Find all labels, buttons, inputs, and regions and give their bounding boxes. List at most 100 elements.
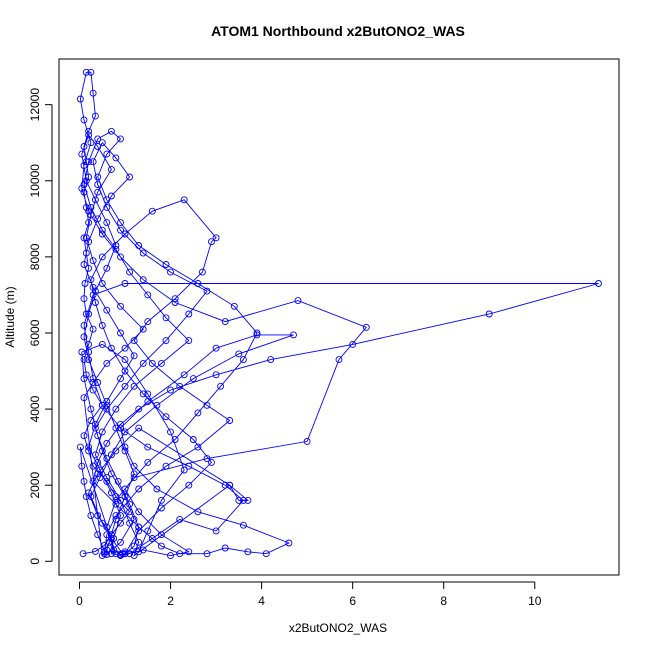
y-tick-label: 4000 (28, 395, 42, 422)
data-point (167, 552, 174, 560)
data-point (107, 470, 115, 478)
data-point (81, 280, 89, 287)
data-point (103, 219, 111, 227)
data-point (176, 382, 184, 390)
data-point (595, 280, 602, 287)
data-point (117, 226, 124, 234)
data-point (80, 261, 88, 268)
data-point (80, 394, 88, 402)
data-point (121, 230, 129, 238)
data-point (117, 552, 124, 560)
data-point (485, 310, 493, 318)
data-point (121, 548, 129, 556)
data-point (135, 405, 143, 413)
data-point (89, 375, 97, 383)
data-point (117, 512, 124, 520)
data-point (144, 390, 152, 398)
x-tick-label: 8 (440, 594, 447, 608)
data-point (112, 242, 120, 249)
x-tick-label: 2 (167, 594, 174, 608)
data-point (85, 264, 93, 272)
y-tick-label: 10000 (28, 164, 42, 198)
data-point (112, 512, 120, 520)
x-tick-label: 0 (76, 594, 83, 608)
data-point (98, 447, 106, 455)
data-point (103, 546, 111, 554)
data-point (80, 234, 88, 242)
data-point (103, 523, 111, 531)
data-point (112, 245, 120, 253)
data-point (303, 437, 311, 445)
data-point (162, 462, 170, 470)
data-point (212, 234, 220, 242)
data-point (98, 321, 106, 329)
data-point (82, 249, 90, 257)
data-point (89, 158, 97, 166)
data-point (94, 188, 102, 196)
data-point (121, 550, 129, 558)
data-point (82, 177, 90, 185)
data-point (112, 424, 120, 432)
data-point (107, 165, 115, 173)
data-point (185, 462, 193, 470)
data-point (119, 550, 127, 558)
data-point (144, 291, 152, 299)
data-point (121, 447, 129, 455)
data-point (110, 546, 118, 554)
data-point (139, 249, 147, 257)
data-point (130, 352, 138, 360)
data-point (144, 398, 152, 405)
data-point (94, 379, 102, 386)
data-point (203, 455, 211, 463)
data-point (85, 158, 93, 166)
data-point (239, 521, 247, 529)
data-point (107, 451, 115, 459)
data-point (85, 443, 93, 451)
y-tick-label: 6000 (28, 319, 42, 346)
data-point (239, 496, 247, 504)
data-point (98, 280, 106, 287)
data-point (162, 337, 170, 345)
x-tick-label: 10 (528, 594, 542, 608)
data-point (167, 428, 174, 436)
data-point (85, 173, 93, 181)
data-point (221, 481, 229, 489)
data-point (82, 493, 90, 501)
data-point (76, 443, 84, 451)
data-point (262, 550, 270, 558)
data-point (103, 398, 111, 405)
data-point (87, 276, 95, 284)
data-point (103, 150, 111, 158)
data-point (112, 493, 120, 501)
data-point (212, 344, 220, 352)
data-point (221, 318, 229, 326)
data-point (167, 268, 174, 276)
data-point (107, 550, 115, 558)
data-point (103, 531, 111, 539)
data-point (82, 158, 90, 166)
data-point (98, 230, 106, 238)
data-point (94, 215, 102, 223)
data-point (98, 519, 106, 527)
data-point (87, 68, 95, 76)
data-point (94, 531, 102, 539)
data-point (89, 283, 97, 291)
data-point (144, 443, 152, 451)
data-point (101, 548, 108, 556)
data-point (135, 485, 143, 493)
data-point (148, 207, 156, 215)
data-point (185, 548, 193, 556)
data-point (130, 382, 138, 390)
data-point (80, 333, 88, 341)
data-point (98, 253, 106, 261)
data-point (139, 359, 147, 367)
data-point (235, 496, 243, 504)
data-point (121, 428, 129, 436)
data-point (203, 550, 211, 558)
data-point (94, 135, 102, 143)
data-point (94, 470, 102, 478)
data-point (112, 500, 120, 508)
data-point (117, 420, 124, 428)
data-point (135, 548, 143, 556)
data-point (112, 550, 120, 558)
